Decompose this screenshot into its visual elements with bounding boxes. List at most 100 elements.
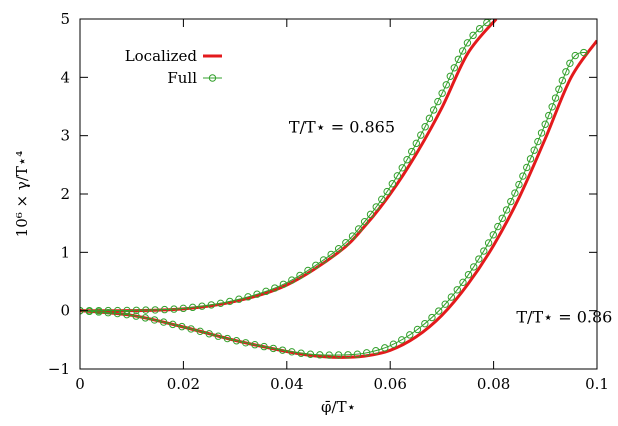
- full-marker: [288, 276, 296, 284]
- full-marker: [511, 189, 519, 197]
- full-marker: [207, 301, 216, 309]
- full-marker: [545, 111, 553, 120]
- full-marker: [464, 270, 473, 279]
- full-marker: [434, 97, 442, 106]
- full-marker: [378, 195, 386, 204]
- full-marker: [470, 263, 478, 271]
- full-marker: [169, 320, 177, 329]
- full-marker: [271, 284, 279, 292]
- full-marker: [548, 103, 556, 111]
- full-marker: [104, 306, 112, 315]
- full-marker: [398, 164, 406, 172]
- full-marker: [537, 129, 546, 137]
- full-marker: [562, 68, 570, 76]
- full-marker: [438, 89, 446, 97]
- x-tick-label: 0.1: [585, 375, 609, 393]
- full-marker: [348, 232, 357, 240]
- ticks-layer: 0 0.02 0.04 0.06 0.08 0.1 −1 0 1 2 3 4 5: [48, 10, 609, 393]
- full-marker: [141, 314, 150, 322]
- full-marker: [388, 180, 397, 188]
- full-marker: [428, 313, 436, 322]
- legend: Localized Full: [125, 47, 222, 87]
- full-marker: [469, 31, 477, 40]
- full-marker: [566, 59, 574, 67]
- full-marker: [214, 332, 222, 340]
- full-marker: [425, 114, 434, 123]
- y-tick-label: 2: [60, 185, 70, 203]
- full-marker: [327, 250, 335, 259]
- full-marker: [421, 123, 429, 131]
- full-marker: [526, 155, 535, 163]
- full-marker: [403, 156, 411, 164]
- full-marker: [530, 146, 538, 154]
- full-marker: [312, 261, 320, 269]
- full-marker: [447, 293, 456, 301]
- full-marker: [523, 163, 531, 172]
- full-marker: [304, 266, 312, 275]
- full-marker: [408, 147, 416, 156]
- full-marker: [412, 139, 421, 148]
- full-marker: [296, 271, 304, 280]
- full-marker: [475, 24, 484, 33]
- full-marker: [325, 351, 333, 359]
- x-tick-label: 0.08: [477, 375, 510, 393]
- full-marker: [150, 316, 159, 324]
- y-tick-label: 0: [60, 302, 70, 320]
- x-axis-label: φ̄/T⋆: [321, 398, 356, 416]
- full-marker: [366, 210, 375, 219]
- full-marker: [113, 309, 122, 318]
- x-tick-label: 0.04: [270, 375, 303, 393]
- full-marker: [475, 255, 483, 263]
- full-marker: [297, 349, 305, 357]
- full-marker: [413, 325, 422, 334]
- y-axis-label: 10⁶ × γ/T⋆⁴: [13, 151, 31, 238]
- full-marker: [123, 310, 131, 319]
- full-marker: [515, 180, 523, 189]
- full-marker: [498, 214, 506, 222]
- full-marker: [558, 76, 567, 85]
- full-marker: [446, 72, 455, 80]
- full-marker: [253, 290, 261, 298]
- full-marker: [85, 307, 94, 316]
- y-tick-label: 1: [60, 243, 70, 261]
- full-marker: [372, 346, 380, 355]
- markers-layer: [80, 19, 588, 359]
- y-tick-label: −1: [48, 360, 70, 378]
- full-marker: [362, 349, 371, 357]
- full-marker: [260, 342, 268, 351]
- full-marker: [354, 225, 363, 233]
- full-marker: [383, 187, 391, 196]
- full-marker: [188, 303, 197, 312]
- full-marker: [580, 48, 588, 57]
- full-marker: [463, 39, 472, 47]
- full-marker: [571, 51, 579, 60]
- full-marker: [226, 297, 234, 306]
- full-marker: [519, 172, 527, 180]
- full-marker: [458, 47, 467, 55]
- x-tick-label: 0.06: [373, 375, 406, 393]
- full-marker: [342, 238, 350, 247]
- legend-label-full: Full: [167, 69, 197, 87]
- legend-label-localized: Localized: [125, 47, 198, 65]
- full-marker: [450, 64, 459, 72]
- full-marker: [489, 231, 497, 239]
- full-marker: [244, 293, 252, 301]
- full-marker: [132, 306, 141, 314]
- full-marker: [534, 137, 542, 146]
- full-curve-0.865: [80, 19, 492, 312]
- full-marker: [334, 351, 343, 359]
- full-marker: [551, 94, 560, 102]
- full-marker: [241, 339, 250, 347]
- full-marker: [441, 300, 449, 308]
- y-tick-label: 5: [60, 10, 70, 28]
- full-marker: [502, 206, 511, 214]
- full-marker: [344, 351, 352, 359]
- full-marker: [216, 299, 225, 308]
- full-marker: [151, 306, 159, 314]
- full-marker: [334, 245, 343, 253]
- full-marker: [123, 306, 131, 315]
- full-marker: [187, 325, 195, 333]
- full-marker: [541, 120, 549, 128]
- x-tick-label: 0.02: [167, 375, 200, 393]
